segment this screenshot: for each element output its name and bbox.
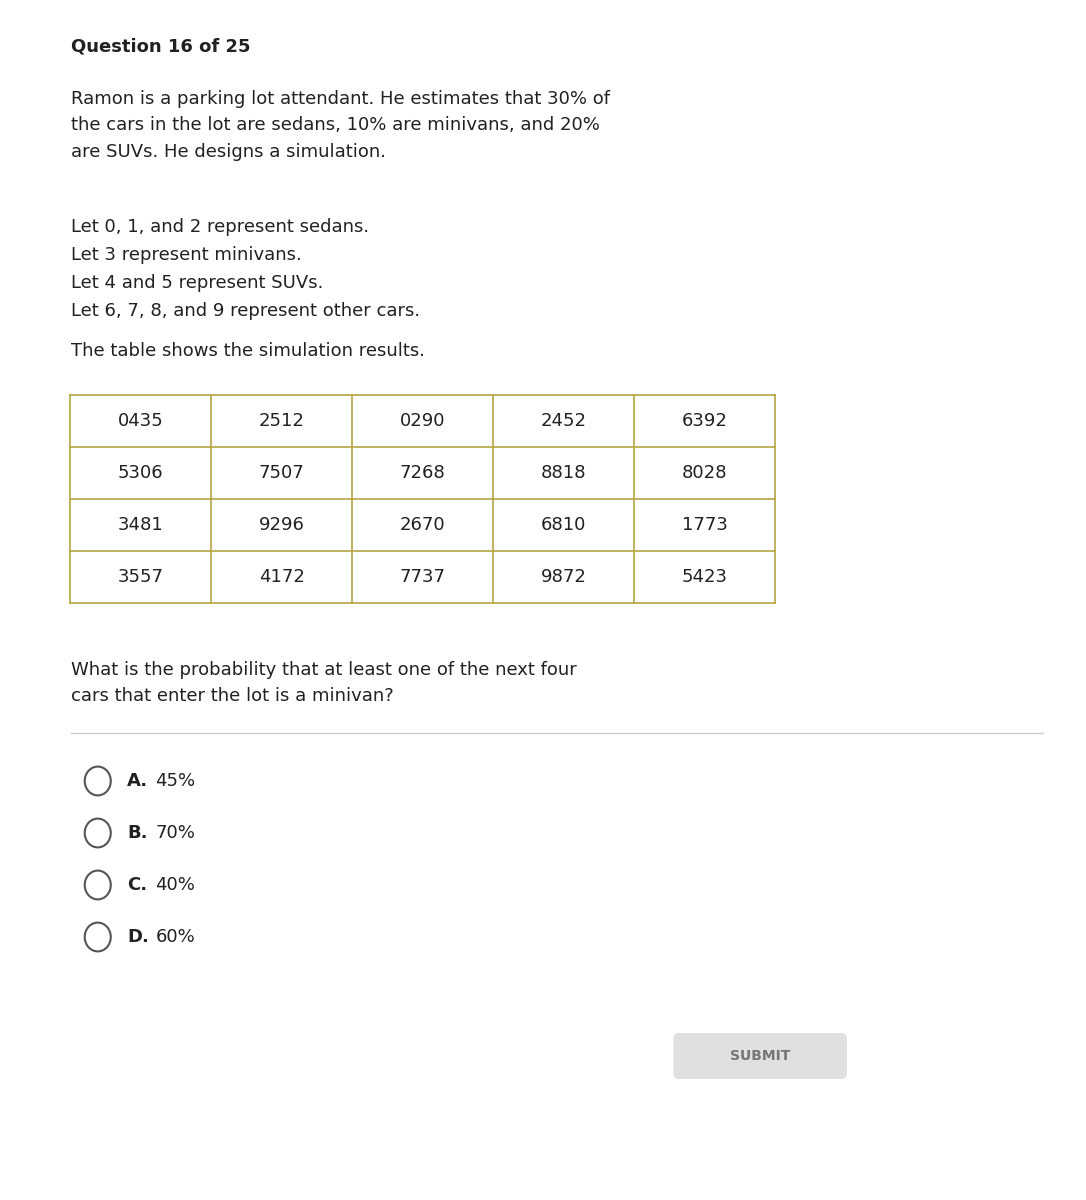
Text: 8028: 8028 bbox=[682, 464, 728, 482]
Text: B.: B. bbox=[127, 824, 148, 842]
Text: 2512: 2512 bbox=[258, 412, 304, 430]
Text: 7737: 7737 bbox=[400, 568, 445, 586]
Text: 70%: 70% bbox=[155, 824, 195, 842]
Text: C.: C. bbox=[127, 876, 148, 894]
Text: Let 3 represent minivans.: Let 3 represent minivans. bbox=[71, 246, 301, 264]
Text: 40%: 40% bbox=[155, 876, 195, 894]
Text: D.: D. bbox=[127, 928, 149, 946]
Text: 4172: 4172 bbox=[258, 568, 304, 586]
Text: 6810: 6810 bbox=[541, 516, 586, 534]
Text: The table shows the simulation results.: The table shows the simulation results. bbox=[71, 342, 425, 360]
Text: 3481: 3481 bbox=[117, 516, 163, 534]
Text: Ramon is a parking lot attendant. He estimates that 30% of
the cars in the lot a: Ramon is a parking lot attendant. He est… bbox=[71, 90, 609, 161]
Text: 5423: 5423 bbox=[682, 568, 728, 586]
Text: 9296: 9296 bbox=[258, 516, 304, 534]
Text: Question 16 of 25: Question 16 of 25 bbox=[71, 38, 250, 56]
Text: 60%: 60% bbox=[155, 928, 195, 946]
Text: 45%: 45% bbox=[155, 772, 195, 790]
Text: SUBMIT: SUBMIT bbox=[730, 1049, 791, 1063]
Text: Let 0, 1, and 2 represent sedans.: Let 0, 1, and 2 represent sedans. bbox=[71, 218, 369, 236]
Text: A.: A. bbox=[127, 772, 148, 790]
Text: 0290: 0290 bbox=[400, 412, 445, 430]
Text: 9872: 9872 bbox=[541, 568, 586, 586]
Text: 6392: 6392 bbox=[682, 412, 728, 430]
Text: Let 6, 7, 8, and 9 represent other cars.: Let 6, 7, 8, and 9 represent other cars. bbox=[71, 302, 419, 320]
Text: What is the probability that at least one of the next four
cars that enter the l: What is the probability that at least on… bbox=[71, 661, 577, 706]
Text: 8818: 8818 bbox=[541, 464, 586, 482]
FancyBboxPatch shape bbox=[673, 1033, 847, 1079]
Text: 3557: 3557 bbox=[117, 568, 164, 586]
Text: 0435: 0435 bbox=[117, 412, 163, 430]
Text: 1773: 1773 bbox=[682, 516, 728, 534]
Text: 7268: 7268 bbox=[400, 464, 445, 482]
Text: 2452: 2452 bbox=[541, 412, 586, 430]
Text: 7507: 7507 bbox=[258, 464, 304, 482]
Text: 5306: 5306 bbox=[117, 464, 163, 482]
Text: 2670: 2670 bbox=[400, 516, 445, 534]
Text: Let 4 and 5 represent SUVs.: Let 4 and 5 represent SUVs. bbox=[71, 274, 323, 292]
